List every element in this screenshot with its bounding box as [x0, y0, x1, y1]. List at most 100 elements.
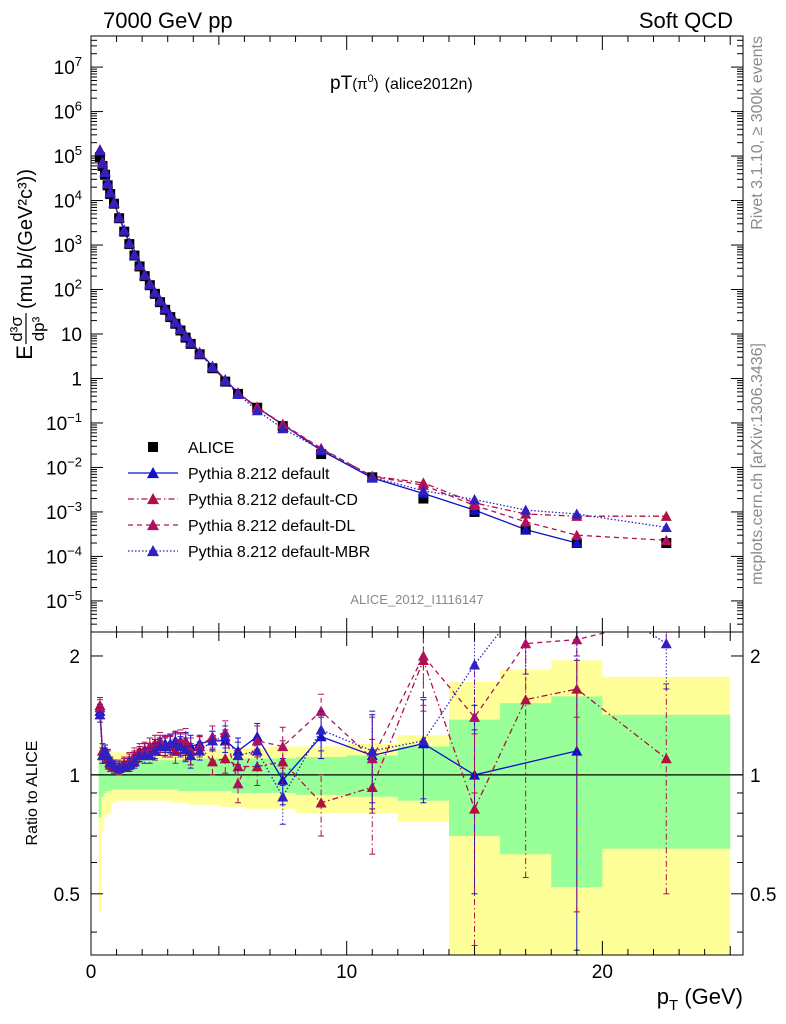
- data-point-triangle: [102, 178, 114, 189]
- ratio-axis-ticks: 0.5 0.51 12 20 10 20: [54, 632, 776, 983]
- y-tick-label-exponent: 3: [75, 232, 82, 247]
- ratio-y-tick-label-right: 0.5: [750, 885, 776, 906]
- data-point-triangle: [174, 323, 186, 334]
- y-tick-label-base: 10: [54, 192, 75, 213]
- data-point-triangle: [118, 225, 130, 236]
- data-point-triangle: [251, 405, 263, 416]
- y-tick-label: 10−2: [46, 454, 82, 479]
- ratio-band-layer: [91, 660, 743, 955]
- data-point-triangle: [469, 494, 481, 505]
- data-point-triangle: [417, 479, 429, 490]
- main-panel: 10−510−410−310−210−111010210310410510610…: [7, 35, 744, 633]
- main-ylabel: E d³σ dp³ (mu b/(GeV²c³)): [7, 169, 48, 360]
- y-tick-label: 10: [61, 325, 82, 346]
- ratio-panel: 0.5 0.51 12 20 10 20 Ratio to ALICE pT (GeV): [24, 612, 776, 1014]
- y-tick-label: 107: [54, 54, 82, 79]
- data-point-triangle: [169, 317, 181, 328]
- y-tick-label-exponent: 2: [75, 277, 82, 292]
- data-point-triangle: [315, 444, 327, 455]
- data-point-triangle: [113, 212, 125, 223]
- ratio-point-triangle: [108, 759, 120, 770]
- data-point-triangle: [104, 187, 116, 198]
- ylabel-denominator: dp³: [29, 316, 48, 341]
- y-tick-label: 105: [54, 143, 82, 168]
- ratio-point-triangle: [277, 740, 289, 752]
- y-tick-label: 104: [54, 188, 82, 213]
- ratio-point-triangle: [660, 638, 672, 649]
- ratio-point-triangle: [366, 745, 378, 756]
- data-point-triangle: [139, 269, 151, 280]
- ratio-series-group: [94, 612, 672, 951]
- ratio-point-triangle: [469, 659, 481, 670]
- data-point-triangle: [185, 337, 197, 348]
- data-point-triangle: [366, 471, 378, 482]
- ratio-point-triangle: [159, 740, 171, 752]
- data-point-triangle: [520, 524, 532, 535]
- ratio-ylabel: Ratio to ALICE: [24, 741, 41, 846]
- ratio-point-triangle: [469, 711, 481, 722]
- ratio-point-triangle: [219, 753, 231, 764]
- legend-label: Pythia 8.212 default-CD: [188, 492, 358, 509]
- ratio-point-triangle: [185, 749, 197, 761]
- title-sup: 0: [368, 73, 374, 85]
- y-tick-label-exponent: −3: [67, 499, 82, 514]
- data-point-triangle: [194, 348, 206, 359]
- legend-marker: [147, 493, 159, 505]
- data-point-triangle: [159, 303, 171, 314]
- data-point-triangle: [660, 510, 672, 521]
- ratio-y-tick-label-left: 2: [69, 647, 80, 668]
- legend-label: Pythia 8.212 default-DL: [188, 518, 355, 535]
- y-tick-label-exponent: 4: [75, 188, 82, 203]
- y-tick-label: 10−1: [46, 410, 82, 435]
- main-axis-ticks: 10−510−410−310−210−111010210310410510610…: [46, 35, 743, 633]
- y-tick-label-base: 10: [54, 103, 75, 124]
- data-point-triangle: [660, 521, 672, 533]
- data-point-triangle: [99, 166, 111, 178]
- y-tick-label-exponent: −2: [67, 454, 82, 469]
- ratio-point-triangle: [206, 756, 218, 767]
- data-point-triangle: [232, 388, 244, 400]
- ratio-point-triangle: [661, 612, 672, 622]
- x-tick-label: 10: [336, 962, 357, 983]
- ylabel-units: (mu b/(GeV²c³)): [15, 169, 37, 309]
- ylabel-prefix: E: [12, 345, 37, 360]
- ratio-point-triangle: [469, 803, 481, 814]
- ratio-point-triangle: [315, 797, 327, 808]
- y-tick-label-exponent: 5: [75, 143, 82, 158]
- data-point-triangle: [571, 529, 583, 540]
- ratio-point-triangle: [232, 778, 244, 789]
- ratio-point-triangle: [366, 781, 378, 793]
- data-point-triangle: [144, 278, 156, 290]
- ylabel-numerator: d³σ: [7, 316, 26, 342]
- ratio-point-triangle: [277, 791, 289, 802]
- y-tick-label-base: 10: [54, 147, 75, 168]
- main-series-layer: [94, 144, 672, 549]
- mcplots-label: mcplots.cern.ch [arXiv:1306.3436]: [749, 343, 766, 585]
- ratio-series-layer: [94, 612, 672, 951]
- xlabel-sub: T: [669, 997, 678, 1014]
- data-point-triangle: [660, 534, 672, 546]
- y-tick-label-base: 10: [46, 414, 67, 435]
- xlabel-unit: (GeV): [678, 984, 743, 1009]
- ratio-point-triangle: [520, 638, 532, 649]
- watermark: ALICE_2012_I1116147: [350, 592, 483, 607]
- data-point-triangle: [97, 158, 109, 169]
- ratio-point-triangle: [219, 731, 231, 742]
- data-point-triangle: [123, 237, 135, 249]
- y-tick-label-exponent: 6: [75, 99, 82, 114]
- y-tick-label-exponent: −1: [67, 410, 82, 425]
- energy-label: 7000 GeV pp: [103, 8, 233, 33]
- ratio-point-triangle: [277, 756, 289, 767]
- y-tick-label: 102: [54, 277, 82, 302]
- data-point-triangle: [417, 485, 429, 496]
- y-tick-label-exponent: −4: [67, 543, 82, 558]
- ratio-point-triangle: [417, 735, 429, 746]
- y-tick-label-base: 10: [46, 592, 67, 613]
- ratio-point-triangle: [366, 753, 378, 764]
- y-tick-label-exponent: 7: [75, 54, 82, 69]
- ratio-point-triangle: [128, 756, 140, 767]
- title-main: pT: [330, 73, 353, 94]
- legend-label: ALICE: [188, 440, 234, 457]
- data-point-triangle: [571, 537, 583, 548]
